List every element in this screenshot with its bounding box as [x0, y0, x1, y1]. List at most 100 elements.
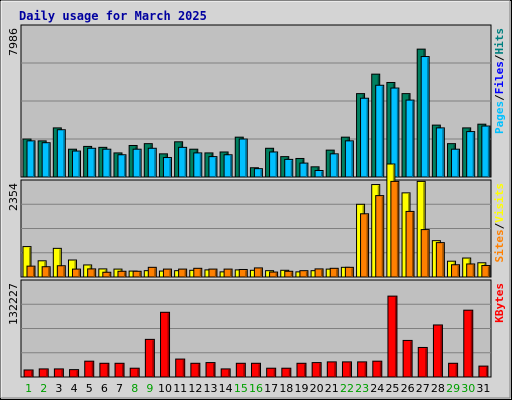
- bar-kbytes-day-13: [205, 362, 216, 378]
- bar-kbytes-day-11: [175, 358, 186, 378]
- bar-sites-day-16: [253, 267, 263, 278]
- x-tick-day-16: 16: [249, 382, 263, 395]
- x-tick-day-31: 31: [476, 382, 490, 395]
- bar-shade: [364, 362, 367, 377]
- x-tick-day-26: 26: [401, 382, 415, 395]
- x-tick-day-22: 22: [340, 382, 354, 395]
- bar-sites-day-7: [117, 270, 127, 278]
- bar-kbytes-day-8: [129, 367, 140, 378]
- bar-shade: [48, 267, 50, 277]
- bar-shade: [122, 364, 124, 377]
- bar-sites-day-9: [147, 266, 157, 278]
- bar-pages-day-9: [147, 147, 157, 178]
- x-tick-day-24: 24: [370, 382, 384, 395]
- bar-shade: [31, 370, 33, 377]
- bar-shade: [457, 150, 460, 177]
- bar-shade: [213, 363, 215, 377]
- bar-shade: [396, 89, 399, 177]
- bar-sites-day-26: [405, 210, 415, 278]
- bar-kbytes-day-2: [38, 368, 49, 378]
- bar-shade: [33, 141, 35, 177]
- bar-shade: [442, 128, 444, 177]
- bar-sites-day-22: [344, 266, 354, 278]
- bar-sites-day-3: [56, 265, 66, 278]
- bar-kbytes-day-26: [402, 339, 413, 378]
- x-tick-day-7: 7: [116, 382, 123, 395]
- bar-shade: [78, 152, 80, 177]
- bar-shade: [106, 364, 109, 377]
- bar-shade: [137, 369, 139, 377]
- x-tick-day-13: 13: [204, 382, 218, 395]
- panel-visits_sites: 2354 Sites/Visits: [7, 163, 506, 278]
- bar-shade: [288, 369, 291, 377]
- y-max-label: 2354: [7, 183, 20, 211]
- bar-shade: [184, 148, 187, 177]
- x-tick-day-18: 18: [279, 382, 293, 395]
- legend-visits_sites: Sites/Visits: [493, 183, 506, 263]
- bar-shade: [412, 101, 414, 177]
- bar-shade: [351, 141, 353, 177]
- legend-item-files: Files: [493, 61, 506, 94]
- bar-shade: [425, 348, 427, 377]
- x-tick-day-28: 28: [431, 382, 445, 395]
- bar-shade: [63, 130, 65, 177]
- bar-kbytes-day-17: [266, 367, 277, 378]
- legend-separator: /: [493, 222, 506, 229]
- legend-item-hits: Hits: [493, 28, 506, 55]
- x-tick-day-4: 4: [71, 382, 78, 395]
- bar-sites-day-12: [193, 267, 203, 278]
- bar-sites-day-29: [451, 264, 461, 278]
- legend-hits_files_pages: Pages/Files/Hits: [493, 28, 506, 134]
- bar-sites-day-5: [87, 268, 97, 278]
- bar-kbytes-day-20: [311, 362, 322, 378]
- bar-pages-day-2: [41, 142, 51, 178]
- x-tick-day-27: 27: [416, 382, 430, 395]
- bar-pages-day-10: [162, 157, 172, 178]
- bar-shade: [275, 273, 278, 277]
- y-max-label: 7986: [7, 28, 20, 56]
- bar-shade: [139, 150, 141, 177]
- bar-shade: [366, 214, 369, 277]
- bar-sites-day-31: [481, 265, 491, 278]
- bar-kbytes-day-9: [144, 338, 155, 378]
- bar-kbytes-day-16: [251, 362, 261, 378]
- bar-shade: [319, 363, 321, 377]
- x-tick-day-14: 14: [219, 382, 233, 395]
- x-tick-day-6: 6: [101, 382, 108, 395]
- bar-pages-day-4: [71, 150, 81, 178]
- bar-pages-day-22: [344, 140, 354, 178]
- legend-kbytes: KBytes: [493, 283, 506, 323]
- bar-shade: [76, 370, 79, 377]
- bar-shade: [258, 364, 260, 377]
- bar-shade: [381, 196, 384, 277]
- bar-sites-day-2: [41, 266, 51, 278]
- bar-kbytes-day-27: [417, 346, 428, 378]
- bar-shade: [290, 272, 293, 277]
- bar-sites-day-4: [71, 268, 81, 278]
- x-tick-day-30: 30: [461, 382, 475, 395]
- bar-kbytes-day-14: [220, 368, 231, 378]
- bar-pages-day-17: [269, 151, 279, 178]
- bar-sites-day-21: [329, 267, 339, 278]
- bar-shade: [442, 243, 444, 277]
- bar-shade: [182, 360, 185, 377]
- bar-sites-day-23: [360, 213, 370, 278]
- bar-shade: [29, 247, 31, 277]
- bar-kbytes-day-18: [281, 367, 292, 378]
- bar-sites-day-18: [284, 270, 294, 278]
- bar-shade: [366, 99, 369, 177]
- bar-shade: [305, 164, 308, 177]
- bar-shade: [152, 340, 154, 377]
- bar-shade: [412, 212, 414, 277]
- bar-pages-day-23: [360, 97, 370, 178]
- x-tick-day-2: 2: [40, 382, 47, 395]
- bar-shade: [123, 272, 126, 277]
- bar-sites-day-28: [435, 242, 445, 278]
- bar-shade: [470, 311, 473, 377]
- bar-shade: [349, 362, 351, 377]
- bar-shade: [93, 269, 96, 277]
- bar-pages-day-1: [26, 140, 36, 178]
- bar-shade: [108, 150, 111, 177]
- bar-shade: [197, 364, 200, 377]
- bar-shade: [245, 270, 247, 277]
